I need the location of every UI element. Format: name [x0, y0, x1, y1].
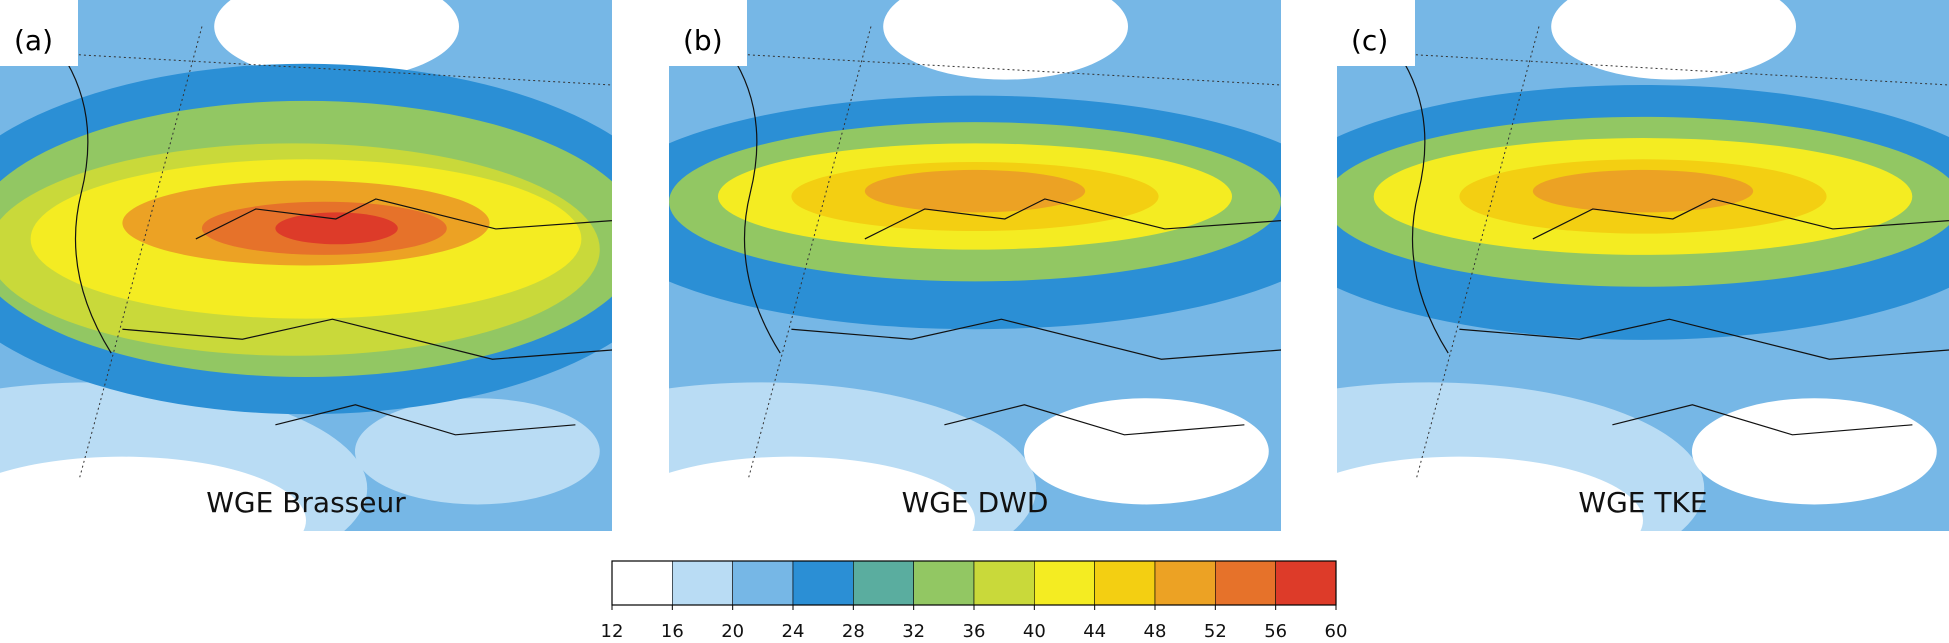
colorbar-bin: [853, 560, 914, 606]
panel-title: WGE TKE: [1578, 486, 1707, 519]
colorbar-bin: [1034, 560, 1095, 606]
colorbar-tick-label: 12: [601, 621, 624, 642]
colorbar-tick-label: 16: [661, 621, 684, 642]
colorbar-bin: [611, 560, 673, 606]
colorbar-tick-label: 44: [1083, 621, 1106, 642]
colorbar-tick-label: 40: [1023, 621, 1046, 642]
colorbar-tick-label: 56: [1264, 621, 1287, 642]
colorbar-tick-label: 52: [1204, 621, 1227, 642]
panel-label-box: [669, 0, 747, 66]
colorbar-tick-label: 24: [782, 621, 805, 642]
northern-area: [1551, 0, 1796, 80]
coastline: [60, 52, 612, 436]
calm-area: [1023, 398, 1269, 505]
graticule: [717, 26, 1281, 479]
colorbar-bin: [732, 560, 794, 606]
colorbar-bin: [1094, 560, 1156, 606]
graticule: [1385, 26, 1949, 479]
panel-label-box: [0, 0, 78, 66]
panel-title: WGE DWD: [902, 486, 1049, 519]
colorbar-bin: [913, 560, 975, 606]
northern-area: [883, 0, 1128, 80]
panel-title: WGE Brasseur: [206, 486, 406, 519]
panel-label: (b): [683, 24, 723, 57]
calm-area: [1691, 398, 1937, 505]
map-panel: (c) WGE TKE: [1337, 0, 1949, 531]
colorbar-bin: [792, 560, 854, 606]
wind-field: [1532, 169, 1754, 213]
map-panel: (a) WGE Brasseur: [0, 0, 612, 531]
colorbar-tick-label: 36: [963, 621, 986, 642]
calm-area: [354, 398, 600, 505]
coastline: [1397, 52, 1949, 436]
colorbar-bin: [672, 560, 733, 606]
colorbar-tick-label: 32: [902, 621, 925, 642]
colorbar-bin: [1275, 560, 1337, 606]
colorbar-bin: [1215, 560, 1276, 606]
calm-area: [0, 456, 306, 531]
panel-label: (c): [1351, 24, 1388, 57]
calm-area: [669, 456, 975, 531]
calm-area: [1337, 456, 1643, 531]
wind-field: [864, 169, 1086, 213]
graticule: [48, 26, 612, 479]
northern-area: [214, 0, 459, 80]
panel-label-box: [1337, 0, 1415, 66]
coastline: [729, 52, 1281, 436]
colorbar-tick-label: 28: [842, 621, 865, 642]
panel-label: (a): [14, 24, 53, 57]
colorbar-tick-label: 60: [1325, 621, 1348, 642]
colorbar-bin: [1154, 560, 1216, 606]
wind-field: [275, 212, 398, 245]
colorbar-tick-label: 20: [721, 621, 744, 642]
colorbar-bin: [973, 560, 1035, 606]
map-panel: (b) WGE DWD: [669, 0, 1281, 531]
colorbar-tick-label: 48: [1144, 621, 1167, 642]
